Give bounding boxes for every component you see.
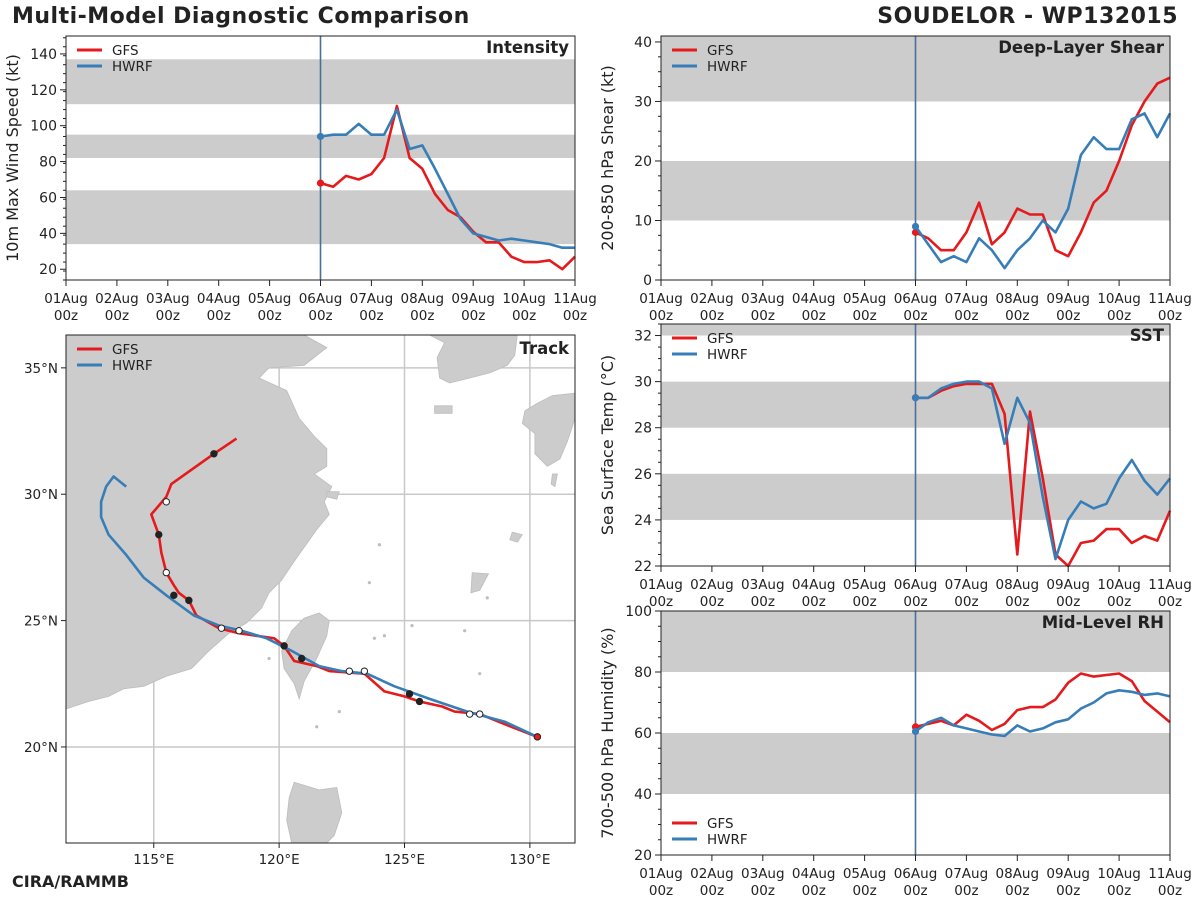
intensity-xtick-label: 04Aug 00z xyxy=(197,291,241,324)
intensity-xtick-label: 11Aug 00z xyxy=(553,291,597,324)
intensity-xtick-day: 01Aug xyxy=(44,291,88,307)
intensity-legend-label-hwrf: HWRF xyxy=(112,59,153,75)
intensity-ytick-label: 80 xyxy=(39,155,57,171)
intensity-xtick-day: 03Aug xyxy=(146,291,190,307)
intensity-xtick-hour: 00z xyxy=(461,308,485,324)
intensity-xtick-day: 06Aug xyxy=(299,291,343,307)
intensity-xtick-hour: 00z xyxy=(359,308,383,324)
credit-label: CIRA/RAMMB xyxy=(12,872,129,891)
intensity-xtick-day: 04Aug xyxy=(197,291,241,307)
intensity-ytick-label: 140 xyxy=(30,47,57,63)
intensity-ytick-label: 40 xyxy=(39,226,57,242)
intensity-start-point-hwrf xyxy=(316,132,325,141)
intensity-xtick-hour: 00z xyxy=(410,308,434,324)
intensity-xtick-hour: 00z xyxy=(54,308,78,324)
intensity-ytick-label: 100 xyxy=(30,119,57,135)
intensity-ylabel: 10m Max Wind Speed (kt) xyxy=(3,54,22,262)
intensity-series-hwrf xyxy=(320,108,575,249)
intensity-xtick-label: 01Aug 00z xyxy=(44,291,88,324)
intensity-legend-label-gfs: GFS xyxy=(112,43,139,59)
intensity-xtick-label: 03Aug 00z xyxy=(146,291,190,324)
intensity-xtick-day: 09Aug xyxy=(451,291,495,307)
intensity-xtick-day: 11Aug xyxy=(553,291,597,307)
intensity-xtick-day: 05Aug xyxy=(248,291,292,307)
intensity-xtick-label: 06Aug 00z xyxy=(299,291,343,324)
page-title: Multi-Model Diagnostic Comparison xyxy=(12,4,470,29)
storm-id: SOUDELOR - WP132015 xyxy=(877,4,1178,29)
intensity-xtick-hour: 00z xyxy=(308,308,332,324)
intensity-xtick-day: 08Aug xyxy=(401,291,445,307)
intensity-ytick-label: 60 xyxy=(39,190,57,206)
intensity-xtick-label: 02Aug 00z xyxy=(95,291,139,324)
intensity-xtick-hour: 00z xyxy=(512,308,536,324)
intensity-xtick-label: 08Aug 00z xyxy=(401,291,445,324)
intensity-ytick-label: 20 xyxy=(39,262,57,278)
intensity-xtick-day: 10Aug xyxy=(502,291,546,307)
intensity-xtick-label: 07Aug 00z xyxy=(350,291,394,324)
intensity-xtick-day: 07Aug xyxy=(350,291,394,307)
intensity-title: Intensity xyxy=(486,38,569,57)
intensity-xtick-day: 02Aug xyxy=(95,291,139,307)
intensity-xtick-hour: 00z xyxy=(156,308,180,324)
intensity-xtick-label: 05Aug 00z xyxy=(248,291,292,324)
intensity-start-point-gfs xyxy=(316,179,325,187)
intensity-series-gfs xyxy=(320,104,576,271)
intensity-xtick-hour: 00z xyxy=(257,308,281,324)
intensity-xtick-label: 10Aug 00z xyxy=(502,291,546,324)
intensity-xtick-hour: 00z xyxy=(207,308,231,324)
intensity-ytick-label: 120 xyxy=(30,83,57,99)
intensity-xtick-label: 09Aug 00z xyxy=(451,291,495,324)
intensity-xtick-hour: 00z xyxy=(105,308,129,324)
intensity-xtick-hour: 00z xyxy=(563,308,587,324)
